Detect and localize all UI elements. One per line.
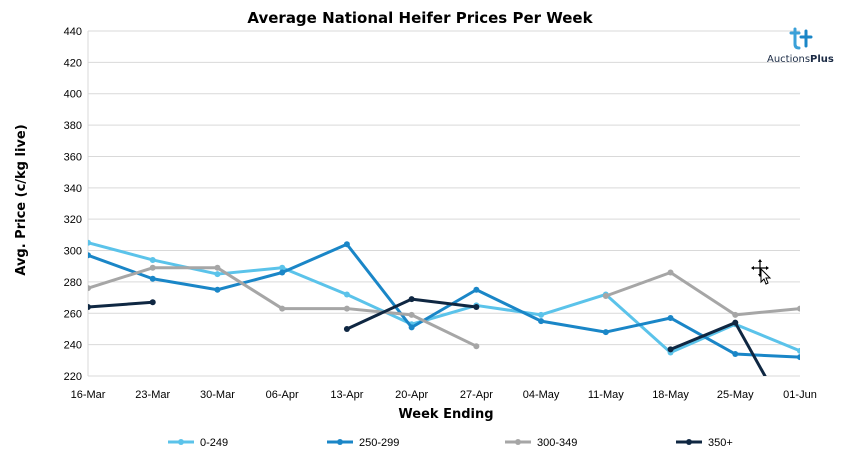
data-point [667,346,674,353]
y-tick-label: 320 [64,214,82,226]
series-group [88,239,800,376]
data-point [343,325,350,332]
data-point [279,269,286,276]
data-point [214,271,221,278]
x-axis: 16-Mar 23-Mar 30-Mar 06-Apr 13-Apr 20-Apr 27-A… [71,375,817,401]
data-point [88,304,91,310]
svg-text:AuctionsPlus: AuctionsPlus [767,54,834,65]
x-tick-label: 13-Apr [330,389,363,401]
data-point [538,318,545,325]
legend-marker [178,439,184,445]
data-point [408,296,415,303]
data-point [88,252,91,259]
x-tick-label: 04-May [523,389,560,401]
legend-item: 0-249 [168,437,228,449]
series-line [669,321,767,376]
legend-marker [515,439,521,445]
data-point [602,293,609,300]
data-point [408,324,415,331]
logo-brand: Auctions [767,54,810,65]
series-250-299 [88,241,800,361]
chart-title: Average National Heifer Prices Per Week [247,9,593,27]
data-point [667,269,674,276]
data-point [88,285,91,292]
data-point [732,319,739,326]
x-tick-label: 16-Mar [71,389,106,401]
x-tick-label: 27-Apr [460,389,493,401]
x-tick-label: 11-May [588,389,624,401]
series-350+ [88,296,767,376]
gridlines [88,30,800,377]
y-tick-label: 280 [64,277,82,289]
y-tick-label: 300 [64,246,82,258]
x-tick-label: 01-Jun [783,389,817,401]
x-tick-label: 30-Mar [200,389,235,401]
data-point [602,329,609,336]
data-point [538,311,545,318]
data-point [279,264,286,271]
data-point [88,239,91,246]
data-point [149,256,156,263]
legend-item: 350+ [676,437,733,449]
data-point [214,286,221,293]
data-point [149,275,156,282]
legend: 0-249 250-299 300-349 350+ [168,437,733,449]
series-line [605,271,800,317]
x-tick-label: 23-Mar [135,389,170,401]
data-point [343,241,350,248]
data-point [473,286,480,293]
x-tick-label: 20-Apr [395,389,428,401]
x-tick-label: 06-Apr [266,389,299,401]
x-tick-label: 18-May [652,389,689,401]
legend-label: 300-349 [537,437,577,449]
data-point [214,264,221,271]
legend-label: 0-249 [200,437,228,449]
y-tick-label: 420 [64,57,82,69]
move-cursor-icon [751,259,772,285]
y-tick-label: 400 [64,89,82,101]
data-point [797,347,800,354]
data-point [732,311,739,318]
data-point [797,305,800,312]
auctionsplus-logo-icon [789,27,813,50]
legend-item: 300-349 [505,437,577,449]
legend-item: 250-299 [327,437,399,449]
y-tick-label: 380 [64,120,82,132]
y-axis: 220 240 260 280 300 320 340 360 380 400 420 440 [64,26,89,383]
data-point [149,264,156,271]
data-point [473,343,480,350]
data-point [797,354,800,361]
series-300-349 [88,264,800,350]
x-tick-label: 25-May [717,389,754,401]
data-point [732,351,739,358]
data-point [473,304,480,310]
legend-label: 250-299 [359,437,399,449]
data-point [343,305,350,312]
y-tick-label: 340 [64,183,82,195]
data-point [667,314,674,321]
y-tick-label: 360 [64,151,82,163]
y-tick-label: 220 [64,371,82,383]
logo-brand-bold: Plus [810,54,834,65]
data-point [279,305,286,312]
data-point [149,299,156,306]
legend-marker [686,439,692,445]
series-line [88,300,153,309]
x-axis-title: Week Ending [398,407,493,422]
auctionsplus-logo: AuctionsPlus [767,27,834,65]
y-tick-label: 240 [64,340,82,352]
series-line [88,242,800,359]
y-axis-title: Avg. Price (c/kg live) [14,124,29,275]
data-point [408,311,415,318]
series-line [88,241,800,354]
legend-label: 350+ [708,437,733,449]
y-tick-label: 260 [64,308,82,320]
data-point [343,291,350,298]
legend-marker [337,439,343,445]
y-tick-label: 440 [64,26,82,38]
